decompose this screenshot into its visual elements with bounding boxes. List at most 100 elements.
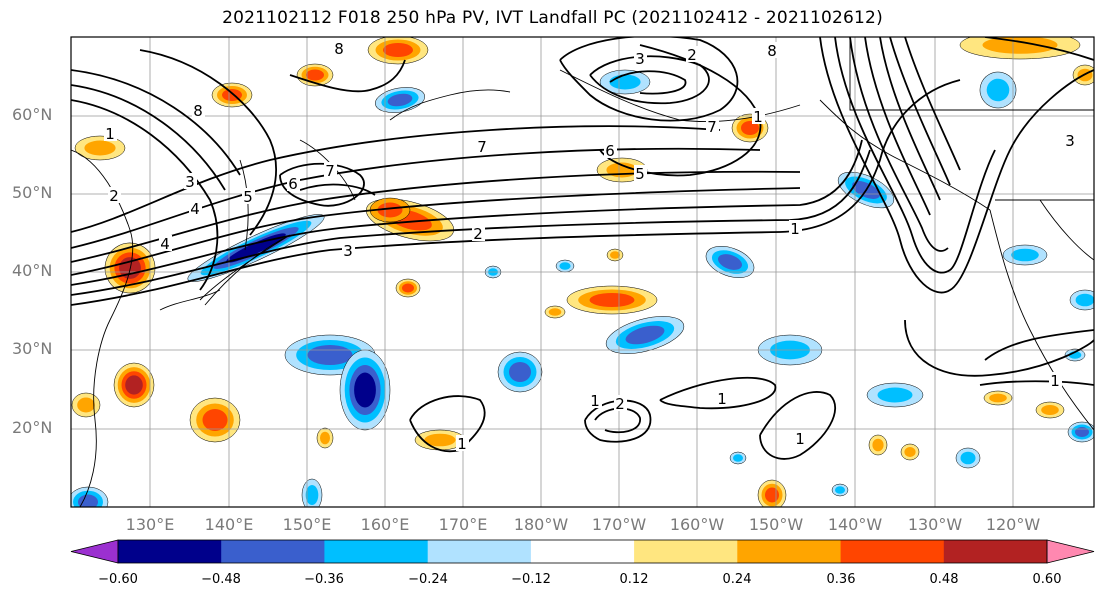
lat-tick-label: 50°N [12,183,53,202]
coastline [71,149,134,507]
contour-label: 1 [1050,372,1060,390]
map-title: 2021102112 F018 250 hPa PV, IVT Landfall… [222,8,883,28]
pv-anomaly-blob [589,293,635,307]
colorbar-tick-label: 0.36 [826,572,856,587]
contour-label-bg [589,392,602,408]
pv-anomaly-blob [125,375,143,395]
coastline [389,89,511,121]
ivt-contour-line [889,37,951,186]
contour-label-bg [614,395,627,411]
ivt-contour-line [589,55,710,105]
contour-label-bg [242,188,255,204]
pv-anomaly-fills [71,37,1094,507]
lat-tick-label: 40°N [12,261,53,280]
ivt-contour-line [71,84,226,191]
pv-anomaly-blob [202,409,228,431]
colorbar-tick-label: 0.48 [929,572,959,587]
pv-anomaly-blob [989,393,1007,403]
ivt-contour-line [599,44,762,177]
lat-tick-label: 20°N [12,418,53,437]
contour-label-bg [716,390,729,406]
contour-label-bg [634,165,647,181]
ivt-contour-line [139,49,277,236]
coastline [849,37,1094,111]
ivt-contour-line [879,37,941,201]
colorbar-swatch [840,540,945,563]
pv-anomaly-blob [354,372,376,408]
contour-label: 3 [185,173,195,191]
colorbar-extend-right [1046,539,1095,564]
pv-anomaly-blob [226,233,286,263]
lat-tick-label: 30°N [12,339,53,358]
lon-tick-label: 120°W [985,515,1041,534]
contour-label: 5 [635,165,645,183]
ivt-contour-line [659,376,777,410]
contour-label: 3 [635,50,645,68]
contour-label-bg [342,242,355,258]
pv-anomaly-blob [609,74,641,90]
ivt-contour-line [979,380,1094,386]
pv-anomaly-blob [982,37,1058,54]
ivt-contour-line [559,37,739,122]
contour-label-bg [766,42,779,58]
lon-tick-label: 150°E [282,515,332,534]
colorbar-swatch [737,540,842,563]
contour-label: 7 [707,118,717,136]
contour-label-bg [189,200,202,216]
colorbar-swatch [118,540,222,563]
colorbar [70,539,1095,564]
pv-anomaly-blob [765,487,779,503]
contour-label-bg [634,50,647,66]
colorbar-frame [117,539,1048,564]
ivt-contour-line [71,69,241,176]
contour-label: 1 [790,220,800,238]
pv-anomaly-blob [904,447,916,457]
colorbar-tick-label: −0.48 [201,572,241,587]
ivt-contour-line [71,149,871,296]
grid-lines [71,37,1094,507]
contour-label: 1 [717,390,727,408]
contour-label: 4 [190,200,200,218]
pv-anomaly-blob [625,325,665,345]
coastline [989,209,1094,431]
contour-label: 1 [105,125,115,143]
contour-label-bg [159,235,172,251]
contour-label-bg [472,225,485,241]
lon-tick-label: 140°W [827,515,883,534]
contour-label: 1 [795,430,805,448]
contour-label: 1 [753,108,763,126]
lon-tick-label: 130°E [125,515,175,534]
contour-label: 2 [109,187,119,205]
pv-anomaly-blob [78,494,98,507]
ivt-contour-line [864,37,931,216]
ivt-contour-line [71,99,219,291]
map-frame [70,36,1095,508]
pv-anomaly-blob [307,345,353,365]
ivt-contour-line [594,407,641,434]
colorbar-tick-label: 0.24 [722,572,752,587]
ivt-contour-line [904,37,961,171]
lon-tick-label: 180°W [513,515,569,534]
colorbar-tick-label: −0.24 [408,572,448,587]
pv-anomaly-blob [986,78,1010,102]
colorbar-swatch [221,540,325,563]
pv-anomaly-blob [872,438,884,452]
colorbar-extend-left [70,539,119,564]
contour-label: 3 [343,242,353,260]
colorbar-swatch [427,540,532,563]
contour-label-bg [794,430,807,446]
pv-anomaly-blob [1075,427,1089,437]
colorbar-swatch [634,540,738,563]
contour-label: 7 [325,162,335,180]
contour-label-bg [1064,132,1077,148]
contour-label: 8 [334,40,344,58]
colorbar-swatch [530,540,635,563]
colorbar-swatch [943,540,1048,563]
contour-label-bg [1049,372,1062,388]
pv-anomaly-blob [509,362,531,382]
ivt-contour-line [289,59,406,93]
colorbar-tick-label: 0.60 [1032,572,1062,587]
pv-anomaly-blob [305,485,319,505]
lon-tick-label: 150°W [748,515,804,534]
